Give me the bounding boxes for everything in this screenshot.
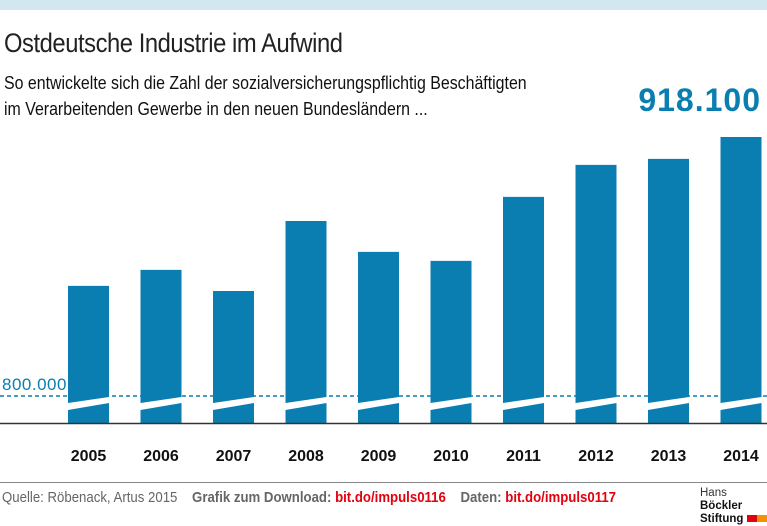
chart-title: Ostdeutsche Industrie im Aufwind <box>4 28 343 58</box>
bar-base-2005 <box>68 403 109 423</box>
x-tick-label: 2006 <box>143 448 179 465</box>
bar-2010 <box>430 260 472 403</box>
bar-2005 <box>68 285 109 403</box>
bar-2008 <box>285 220 327 403</box>
x-tick-label: 2013 <box>651 448 687 465</box>
logo-text: Hans <box>700 487 727 499</box>
bar-base-2009 <box>358 403 399 423</box>
x-tick-label: 2009 <box>361 448 397 465</box>
bar-base-2011 <box>503 403 544 423</box>
bar-base-2012 <box>575 403 617 423</box>
footer: Quelle: Röbenack, Artus 2015 Grafik zum … <box>0 482 767 525</box>
hbs-logo: Hans Böckler Stiftung <box>700 487 767 526</box>
chart-subtitle: So entwickelte sich die Zahl der sozialv… <box>4 70 527 122</box>
bar-2007 <box>213 290 254 403</box>
source: Quelle: Röbenack, Artus 2015 <box>2 489 178 506</box>
logo-red-square <box>746 515 757 523</box>
bar-chart: 800.000 2005 2006 2007 2008 2009 2010 2011 2012… <box>0 137 767 465</box>
highlight-value: 918.100 <box>638 82 761 118</box>
logo-orange-square <box>756 515 767 523</box>
logo-text: Böckler <box>700 500 743 512</box>
bar-base-2008 <box>285 403 327 423</box>
x-tick-label: 2012 <box>578 448 614 465</box>
bar-2011 <box>503 196 544 403</box>
top-band <box>0 0 767 10</box>
bar-base-2014 <box>720 403 762 423</box>
bar-2006 <box>140 269 182 403</box>
source-line: Quelle: Röbenack, Artus 2015 Grafik zum … <box>2 489 616 506</box>
subtitle-line-2: im Verarbeitenden Gewerbe in den neuen B… <box>4 98 428 119</box>
bar-base-2010 <box>430 403 472 423</box>
x-tick-label: 2014 <box>723 448 759 465</box>
data-link[interactable]: bit.do/impuls0117 <box>505 489 617 506</box>
subtitle-line-1: So entwickelte sich die Zahl der sozialv… <box>4 72 527 93</box>
x-tick-label: 2005 <box>71 448 107 465</box>
download-link[interactable]: bit.do/impuls0116 <box>335 489 446 506</box>
logo-text: Stiftung <box>700 513 744 525</box>
bar-base-2013 <box>648 403 689 423</box>
bar-2014 <box>720 137 762 403</box>
data-label: Daten: <box>460 489 502 506</box>
bar-2013 <box>648 158 689 403</box>
x-tick-label: 2010 <box>433 448 469 465</box>
x-tick-label: 2008 <box>288 448 324 465</box>
x-tick-label: 2007 <box>216 448 252 465</box>
baseline-label: 800.000 <box>2 375 67 394</box>
bar-base-2007 <box>213 403 254 423</box>
download-label: Grafik zum Download: <box>192 489 332 506</box>
x-tick-label: 2011 <box>506 448 541 465</box>
bar-base-2006 <box>140 403 182 423</box>
bar-2012 <box>575 164 617 403</box>
bar-2009 <box>358 251 399 403</box>
